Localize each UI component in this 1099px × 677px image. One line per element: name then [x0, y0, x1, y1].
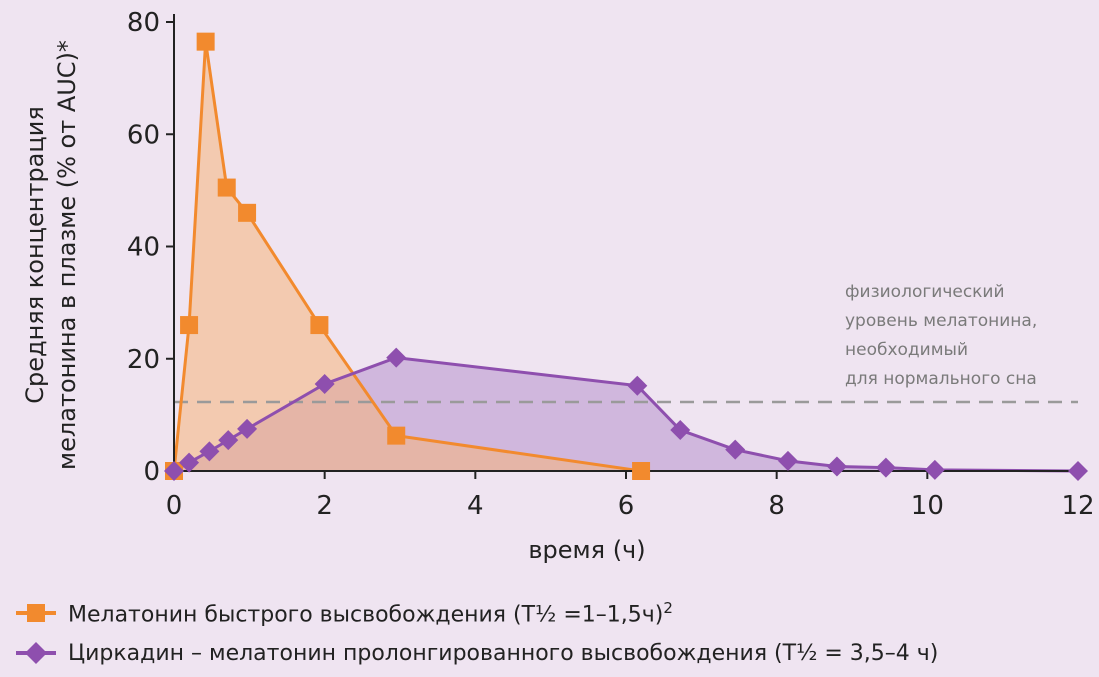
- threshold-annotation-line: уровень мелатонина,: [845, 311, 1037, 331]
- data-point-square: [310, 316, 329, 335]
- data-point-diamond: [875, 457, 896, 478]
- data-point-square: [632, 462, 651, 480]
- y-tick-label: 40: [127, 233, 160, 263]
- data-point-diamond: [314, 374, 335, 395]
- x-tick-label: 6: [618, 491, 635, 521]
- y-axis-title: Средняя концентрация мелатонина в плазме…: [21, 40, 81, 470]
- data-point-square: [180, 316, 199, 335]
- legend-label-fast: Мелатонин быстрого высвобождения (T½ =1–…: [68, 598, 673, 628]
- x-tick-label: 4: [467, 491, 484, 521]
- data-point-diamond: [164, 461, 184, 481]
- x-tick-label: 10: [911, 491, 944, 521]
- data-point-square: [387, 426, 406, 445]
- legend-item-fast: Мелатонин быстрого высвобождения (T½ =1–…: [14, 598, 1094, 628]
- data-point-diamond: [179, 452, 200, 473]
- data-point-diamond: [670, 420, 691, 441]
- y-axis-title-line2: мелатонина в плазме (% от AUC)*: [53, 40, 81, 470]
- legend-item-circadin: Циркадин – мелатонин пролонгированного в…: [14, 638, 1094, 668]
- chart-svg: 0 2 4 6 8 10 12 0 20 40 60 80 физиологический уровен…: [21, 8, 1095, 564]
- legend-square-marker-icon: [16, 604, 56, 622]
- data-point-diamond: [924, 459, 945, 480]
- threshold-annotation: физиологический уровень мелатонина, необхо…: [845, 282, 1037, 389]
- data-point-diamond: [237, 418, 258, 439]
- series-areas: [174, 41, 1078, 472]
- data-point-diamond: [826, 456, 847, 477]
- legend-diamond-marker-icon: [16, 642, 56, 664]
- axis-ticks: 0 2 4 6 8 10 12 0 20 40 60 80: [127, 8, 1095, 521]
- series-line: [172, 41, 642, 473]
- y-tick-label: 60: [127, 120, 160, 150]
- data-point-diamond: [199, 441, 220, 462]
- data-point-diamond: [777, 450, 798, 471]
- y-axis-title-line1: Средняя концентрация: [21, 106, 49, 404]
- threshold-annotation-line: физиологический: [845, 282, 1005, 302]
- x-tick-label: 12: [1061, 491, 1094, 521]
- threshold-annotation-line: для нормального сна: [845, 369, 1037, 389]
- data-point-diamond: [218, 430, 239, 451]
- y-tick-label: 0: [143, 457, 160, 487]
- data-point-diamond: [725, 439, 746, 460]
- series-markers: [164, 32, 1088, 481]
- x-axis-title: время (ч): [528, 536, 645, 564]
- data-point-diamond: [627, 375, 648, 396]
- y-tick-label: 20: [127, 345, 160, 375]
- data-point-square: [196, 32, 215, 51]
- data-point-square: [238, 203, 257, 222]
- threshold-annotation-line: необходимый: [845, 340, 968, 360]
- data-point-square: [217, 178, 236, 197]
- data-point-diamond: [386, 347, 407, 368]
- x-tick-label: 8: [768, 491, 785, 521]
- series-area: [174, 41, 642, 472]
- x-tick-label: 2: [316, 491, 333, 521]
- y-tick-label: 80: [127, 8, 160, 38]
- legend-label-circadin: Циркадин – мелатонин пролонгированного в…: [68, 640, 939, 666]
- x-tick-label: 0: [166, 491, 183, 521]
- data-point-diamond: [1068, 461, 1088, 481]
